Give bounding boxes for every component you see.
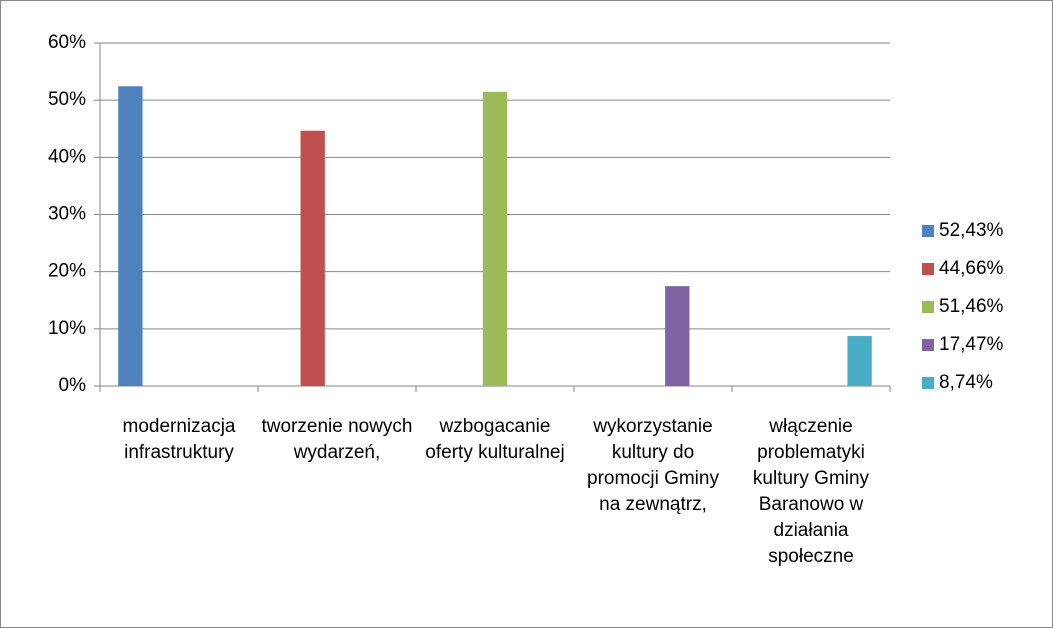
- y-tick-label: 50%: [48, 89, 86, 110]
- bar: [482, 91, 508, 386]
- y-tick-label: 0%: [59, 375, 87, 396]
- x-tick-label: tworzenie nowych wydarzeń,: [261, 416, 413, 463]
- legend-label: 51,46%: [939, 296, 1004, 317]
- legend-swatch: [922, 225, 934, 237]
- y-tick-label: 20%: [48, 261, 86, 282]
- bar: [300, 130, 325, 386]
- legend-label: 44,66%: [939, 258, 1004, 279]
- legend-label: 8,74%: [939, 372, 993, 393]
- legend-swatch: [922, 339, 934, 351]
- x-tick-label: wzbogacanie oferty kulturalnej: [425, 416, 565, 463]
- bar: [847, 336, 872, 386]
- x-tick-label: włączenie problematyki kultury Gminy Bar…: [752, 416, 870, 567]
- legend-label: 52,43%: [939, 220, 1004, 241]
- legend-swatch: [922, 301, 934, 313]
- legend-swatch: [922, 263, 934, 275]
- legend-swatch: [922, 377, 934, 389]
- y-tick-label: 40%: [48, 146, 86, 167]
- y-tick-label: 30%: [48, 204, 86, 225]
- y-tick-label: 10%: [48, 318, 86, 339]
- bar: [118, 86, 143, 386]
- y-tick-label: 60%: [48, 32, 86, 53]
- legend-label: 17,47%: [939, 334, 1004, 355]
- bar: [665, 286, 690, 386]
- x-tick-label: modernizacja infrastruktury: [122, 416, 236, 463]
- x-tick-label: wykorzystanie kultury do promocji Gminy …: [587, 416, 719, 515]
